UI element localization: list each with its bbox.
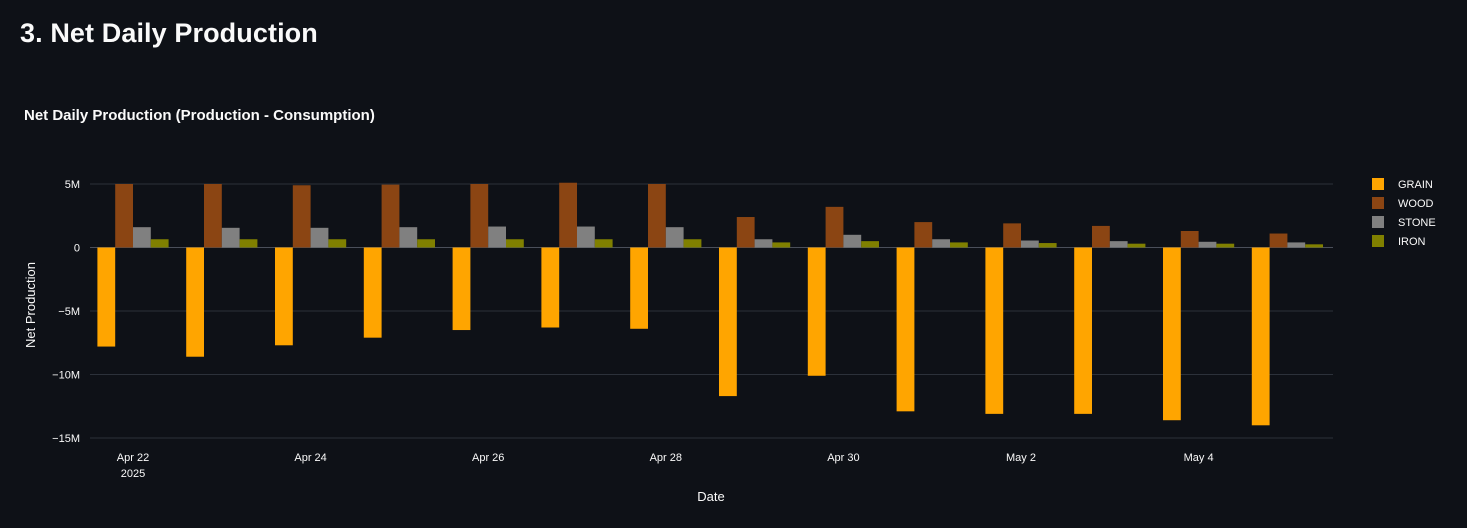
bar-stone-2025-04-26[interactable] xyxy=(488,226,506,248)
legend-item-stone[interactable]: STONE xyxy=(1372,216,1436,229)
bar-stone-2025-04-25[interactable] xyxy=(399,227,418,248)
x-tick-sublabel: 2025 xyxy=(121,468,145,480)
chart-title: Net Daily Production (Production - Consu… xyxy=(24,107,375,124)
bar-wood-2025-04-25[interactable] xyxy=(381,184,400,248)
legend-item-wood[interactable]: WOOD xyxy=(1372,197,1433,210)
bar-iron-2025-05-02[interactable] xyxy=(1038,243,1057,248)
bar-stone-2025-05-04[interactable] xyxy=(1198,241,1217,248)
legend-item-grain[interactable]: GRAIN xyxy=(1372,178,1433,191)
bar-iron-2025-04-23[interactable] xyxy=(239,239,258,248)
y-axis-ticks: 5M 0 −5M −10M −15M xyxy=(52,179,80,445)
bar-stone-2025-04-24[interactable] xyxy=(310,227,329,248)
bar-grain-2025-04-22[interactable] xyxy=(97,247,116,347)
legend-swatch xyxy=(1372,178,1384,190)
bar-wood-2025-04-30[interactable] xyxy=(825,206,844,248)
legend-label: STONE xyxy=(1398,217,1436,229)
bar-grain-2025-05-02[interactable] xyxy=(985,247,1004,414)
bar-iron-2025-04-25[interactable] xyxy=(417,239,435,248)
bar-grain-2025-04-27[interactable] xyxy=(541,247,560,328)
bar-wood-2025-04-27[interactable] xyxy=(559,182,577,248)
bar-iron-2025-05-03[interactable] xyxy=(1127,243,1146,248)
bar-wood-2025-04-23[interactable] xyxy=(204,184,222,248)
bar-grain-2025-04-25[interactable] xyxy=(363,247,382,338)
bar-wood-2025-05-02[interactable] xyxy=(1003,223,1021,248)
bar-grain-2025-05-04[interactable] xyxy=(1163,247,1181,421)
legend-swatch xyxy=(1372,216,1384,228)
bar-iron-2025-05-01[interactable] xyxy=(950,242,968,248)
bar-grain-2025-04-30[interactable] xyxy=(807,247,826,376)
bar-iron-2025-04-24[interactable] xyxy=(328,239,347,248)
bar-stone-2025-05-01[interactable] xyxy=(932,239,950,248)
bar-wood-2025-05-01[interactable] xyxy=(914,222,933,248)
bars[interactable] xyxy=(97,182,1323,426)
bar-wood-2025-04-28[interactable] xyxy=(648,184,666,248)
bar-grain-2025-04-28[interactable] xyxy=(630,247,648,329)
x-tick-label: Apr 30 xyxy=(827,452,859,464)
bar-iron-2025-04-30[interactable] xyxy=(861,241,879,248)
legend-label: WOOD xyxy=(1398,198,1433,210)
page-title: 3. Net Daily Production xyxy=(20,18,318,48)
bar-stone-2025-04-27[interactable] xyxy=(577,226,595,248)
y-axis-title: Net Production xyxy=(23,262,38,348)
bar-stone-2025-05-05[interactable] xyxy=(1287,242,1306,248)
bar-iron-2025-04-26[interactable] xyxy=(506,239,524,248)
x-tick-label: Apr 26 xyxy=(472,452,504,464)
x-axis-title: Date xyxy=(697,489,724,504)
y-tick-label: −5M xyxy=(58,306,80,318)
bar-iron-2025-04-22[interactable] xyxy=(150,239,169,248)
bar-grain-2025-04-24[interactable] xyxy=(275,247,293,346)
bar-wood-2025-04-22[interactable] xyxy=(115,184,133,248)
y-tick-label: 0 xyxy=(74,243,80,255)
x-tick-label: Apr 22 xyxy=(117,452,149,464)
bar-stone-2025-04-28[interactable] xyxy=(665,227,684,248)
legend-label: IRON xyxy=(1398,236,1426,248)
bar-stone-2025-05-02[interactable] xyxy=(1021,240,1039,248)
bar-grain-2025-05-03[interactable] xyxy=(1074,247,1092,414)
bar-iron-2025-04-28[interactable] xyxy=(683,239,702,248)
bar-grain-2025-04-23[interactable] xyxy=(186,247,204,357)
bar-grain-2025-04-29[interactable] xyxy=(719,247,737,397)
legend-swatch xyxy=(1372,197,1384,209)
bar-iron-2025-04-27[interactable] xyxy=(594,239,613,248)
legend-swatch xyxy=(1372,235,1384,247)
x-tick-label: May 4 xyxy=(1184,452,1214,464)
bar-wood-2025-04-26[interactable] xyxy=(470,184,489,248)
bar-wood-2025-05-05[interactable] xyxy=(1269,233,1288,248)
bar-stone-2025-05-03[interactable] xyxy=(1109,241,1128,248)
x-tick-label: Apr 24 xyxy=(294,452,326,464)
y-tick-label: −15M xyxy=(52,433,80,445)
y-tick-label: 5M xyxy=(65,179,80,191)
bar-iron-2025-04-29[interactable] xyxy=(772,242,791,248)
bar-wood-2025-04-29[interactable] xyxy=(736,217,755,248)
bar-grain-2025-05-05[interactable] xyxy=(1251,247,1270,426)
legend-label: GRAIN xyxy=(1398,179,1433,191)
bar-stone-2025-04-29[interactable] xyxy=(754,239,773,248)
legend[interactable]: GRAIN WOOD STONE IRON xyxy=(1372,178,1436,248)
bar-wood-2025-04-24[interactable] xyxy=(292,185,311,248)
bar-grain-2025-04-26[interactable] xyxy=(452,247,471,331)
bar-wood-2025-05-03[interactable] xyxy=(1092,225,1110,248)
bar-iron-2025-05-05[interactable] xyxy=(1305,244,1323,248)
y-tick-label: −10M xyxy=(52,370,80,382)
legend-item-iron[interactable]: IRON xyxy=(1372,235,1426,248)
bar-stone-2025-04-30[interactable] xyxy=(843,234,862,248)
bar-iron-2025-05-04[interactable] xyxy=(1216,243,1235,248)
bar-wood-2025-05-04[interactable] xyxy=(1180,230,1199,248)
x-tick-label: May 2 xyxy=(1006,452,1036,464)
bar-grain-2025-05-01[interactable] xyxy=(896,247,915,412)
bar-stone-2025-04-23[interactable] xyxy=(221,227,240,248)
x-tick-label: Apr 28 xyxy=(650,452,682,464)
x-axis-ticks: Apr 22 2025 Apr 24 Apr 26 Apr 28 Apr 30 May 2 M… xyxy=(117,452,1214,480)
bar-stone-2025-04-22[interactable] xyxy=(133,227,151,248)
